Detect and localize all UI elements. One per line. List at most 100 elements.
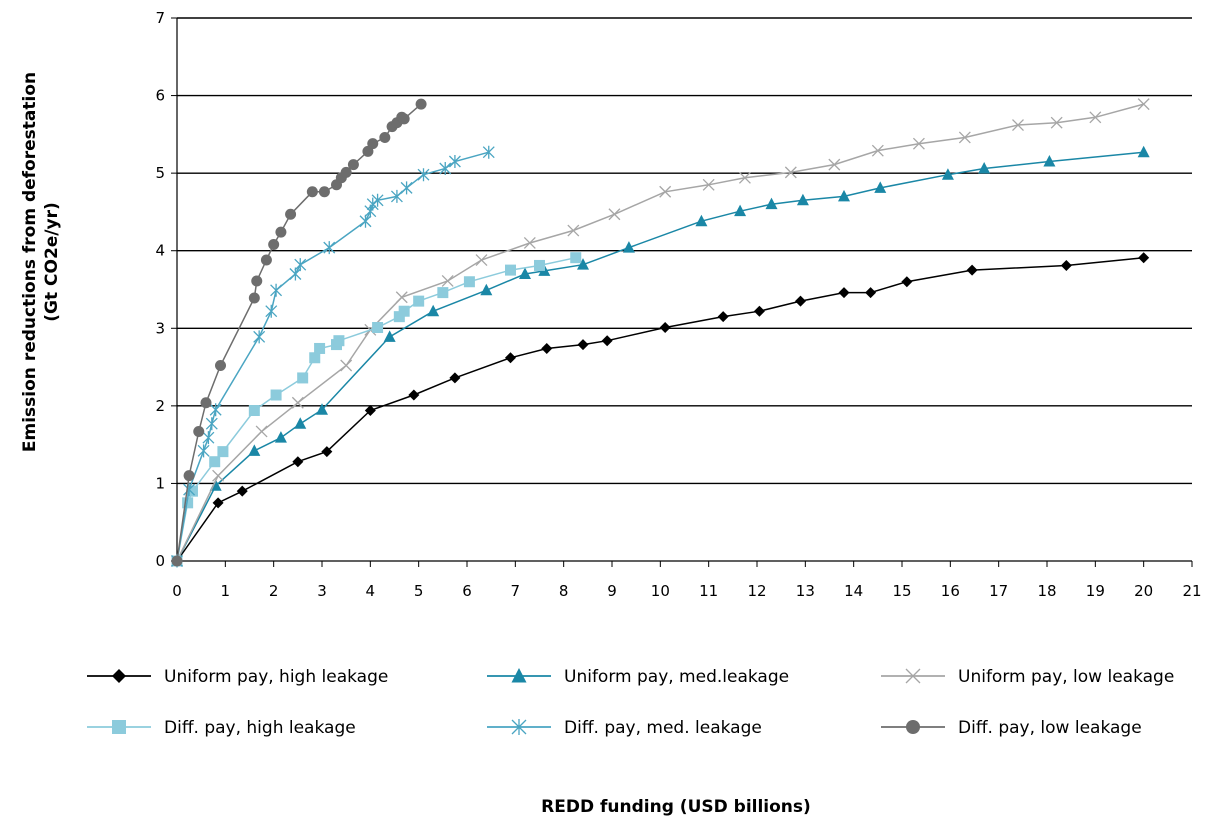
data-point-marker [505, 352, 516, 364]
data-point-marker [212, 469, 225, 482]
data-point-marker [372, 322, 384, 334]
data-point-marker [297, 372, 309, 384]
data-point-marker [383, 330, 396, 342]
legend-item: Uniform pay, med.leakage [487, 667, 789, 687]
data-point-marker [480, 283, 493, 296]
x-tick-label: 9 [607, 582, 617, 600]
data-point-marker [379, 131, 391, 143]
data-point-marker [941, 168, 954, 180]
data-point-marker [441, 275, 454, 287]
data-point-marker [796, 193, 809, 206]
data-point-marker [519, 267, 531, 279]
data-point-marker [323, 241, 336, 255]
x-tick-label: 0 [172, 582, 182, 600]
data-point-marker [1050, 116, 1063, 129]
data-point-marker [906, 720, 920, 734]
legend-item: Diff. pay, med. leakage [487, 718, 762, 738]
data-point-marker [236, 485, 248, 497]
x-tick-label: 19 [1086, 582, 1105, 600]
data-point-marker [202, 431, 215, 445]
data-point-marker [1137, 98, 1150, 111]
gridlines [171, 17, 1192, 562]
data-point-marker [838, 189, 850, 202]
data-point-marker [390, 189, 403, 203]
y-tick-label: 5 [155, 164, 165, 182]
data-point-marker [398, 113, 410, 125]
data-point-marker [347, 159, 359, 171]
data-point-marker [413, 295, 425, 307]
data-point-marker [253, 330, 266, 344]
y-tick-label: 7 [155, 9, 165, 27]
data-point-marker [248, 292, 260, 304]
data-point-marker [294, 258, 307, 272]
data-point-marker [265, 304, 278, 318]
legend-label: Uniform pay, med.leakage [564, 667, 789, 687]
data-point-marker [475, 254, 488, 266]
data-point-marker [717, 311, 729, 323]
x-tick-label: 14 [844, 582, 863, 600]
data-point-marker [217, 446, 229, 458]
data-point-marker [874, 181, 887, 193]
data-point-marker [966, 264, 978, 276]
data-point-marker [212, 497, 224, 509]
series-group [171, 98, 427, 567]
data-point-marker [400, 181, 413, 195]
data-point-marker [505, 264, 516, 276]
series-line [176, 256, 576, 562]
data-point-marker [449, 372, 461, 384]
data-point-marker [398, 305, 410, 317]
x-tick-label: 5 [414, 582, 424, 600]
data-point-marker [795, 295, 806, 307]
data-point-marker [186, 485, 198, 497]
y-tick-label: 6 [155, 87, 165, 105]
series-line [176, 151, 1144, 562]
data-point-marker [905, 668, 921, 684]
data-point-marker [437, 287, 449, 299]
data-point-marker [523, 236, 536, 249]
series-group [171, 252, 582, 567]
legend-item: Diff. pay, low leakage [881, 718, 1142, 738]
data-point-marker [1012, 119, 1024, 132]
data-point-marker [333, 335, 345, 347]
data-point-marker [534, 259, 545, 271]
data-point-marker [865, 287, 877, 299]
data-point-marker [511, 668, 527, 683]
y-axis-title-line-1: Emission reductions from deforestation [20, 72, 40, 452]
data-point-marker [292, 456, 304, 468]
x-tick-label: 13 [796, 582, 815, 600]
data-point-marker [366, 197, 379, 211]
data-point-marker [270, 283, 283, 297]
data-point-marker [367, 138, 379, 150]
data-point-marker [294, 417, 307, 429]
data-point-marker [784, 166, 797, 179]
data-point-marker [255, 425, 268, 438]
series-group [171, 98, 1150, 567]
data-point-marker [371, 193, 384, 207]
data-point-marker [274, 431, 287, 443]
data-point-marker [408, 389, 420, 401]
data-point-marker [182, 497, 194, 509]
data-point-marker [112, 720, 126, 734]
data-point-marker [251, 275, 263, 287]
x-tick-label: 8 [559, 582, 569, 600]
data-point-marker [511, 719, 527, 735]
data-point-marker [838, 287, 850, 299]
y-tick-label: 0 [155, 552, 165, 570]
legend-label: Uniform pay, low leakage [958, 667, 1174, 687]
legend-item: Diff. pay, high leakage [87, 718, 356, 738]
x-tick-label: 1 [221, 582, 231, 600]
data-point-marker [268, 239, 280, 251]
x-tick-label: 3 [317, 582, 327, 600]
x-tick-label: 18 [1037, 582, 1056, 600]
data-point-marker [209, 403, 222, 417]
data-point-marker [183, 483, 196, 497]
data-point-marker [978, 161, 991, 174]
y-tick-label: 4 [155, 242, 165, 260]
y-tick-label: 3 [155, 319, 165, 337]
data-point-marker [318, 186, 330, 198]
data-point-marker [601, 335, 613, 347]
legend-label: Diff. pay, med. leakage [564, 718, 762, 738]
x-tick-label: 7 [511, 582, 521, 600]
data-point-marker [482, 145, 495, 159]
data-point-marker [321, 446, 333, 458]
